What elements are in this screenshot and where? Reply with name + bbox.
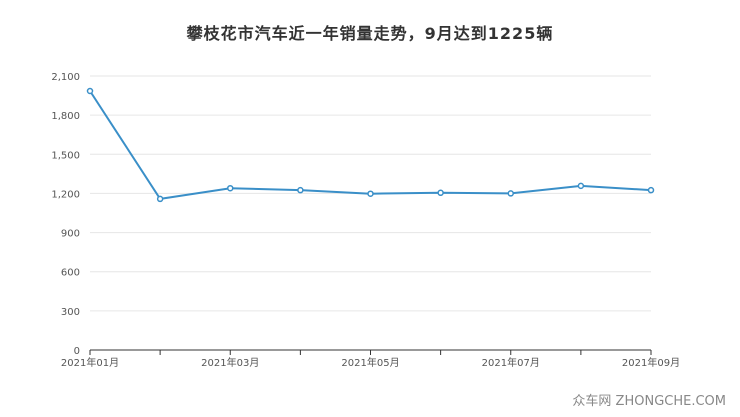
y-tick-label: 900 — [61, 229, 80, 240]
data-point — [577, 182, 585, 190]
x-tick-label: 2021年01月 — [61, 356, 119, 369]
watermark: 众车网 ZHONGCHE.COM — [572, 394, 726, 409]
x-tick-label: 2021年03月 — [201, 356, 259, 369]
data-point — [437, 189, 444, 197]
series-line — [89, 90, 652, 200]
data-point — [297, 186, 304, 194]
data-point — [227, 184, 234, 192]
y-tick-label: 600 — [61, 268, 80, 279]
y-tick-label: 1,200 — [51, 189, 80, 200]
y-tick-label: 1,800 — [51, 111, 80, 122]
y-tick-label: 0 — [74, 346, 80, 357]
data-point — [86, 87, 94, 95]
y-tick-label: 300 — [61, 307, 80, 318]
data-point — [507, 190, 514, 197]
x-tick-label: 2021年09月 — [622, 356, 680, 369]
x-tick-label: 2021年07月 — [482, 356, 540, 369]
x-tick-label: 2021年05月 — [341, 356, 399, 369]
y-tick-label: 2,100 — [51, 72, 80, 83]
y-tick-label: 1,500 — [51, 150, 80, 161]
data-point — [156, 195, 164, 203]
chart-title: 攀枝花市汽车近一年销量走势，9月达到1225辆 — [186, 24, 554, 43]
data-point — [367, 190, 374, 197]
data-point — [647, 186, 655, 194]
